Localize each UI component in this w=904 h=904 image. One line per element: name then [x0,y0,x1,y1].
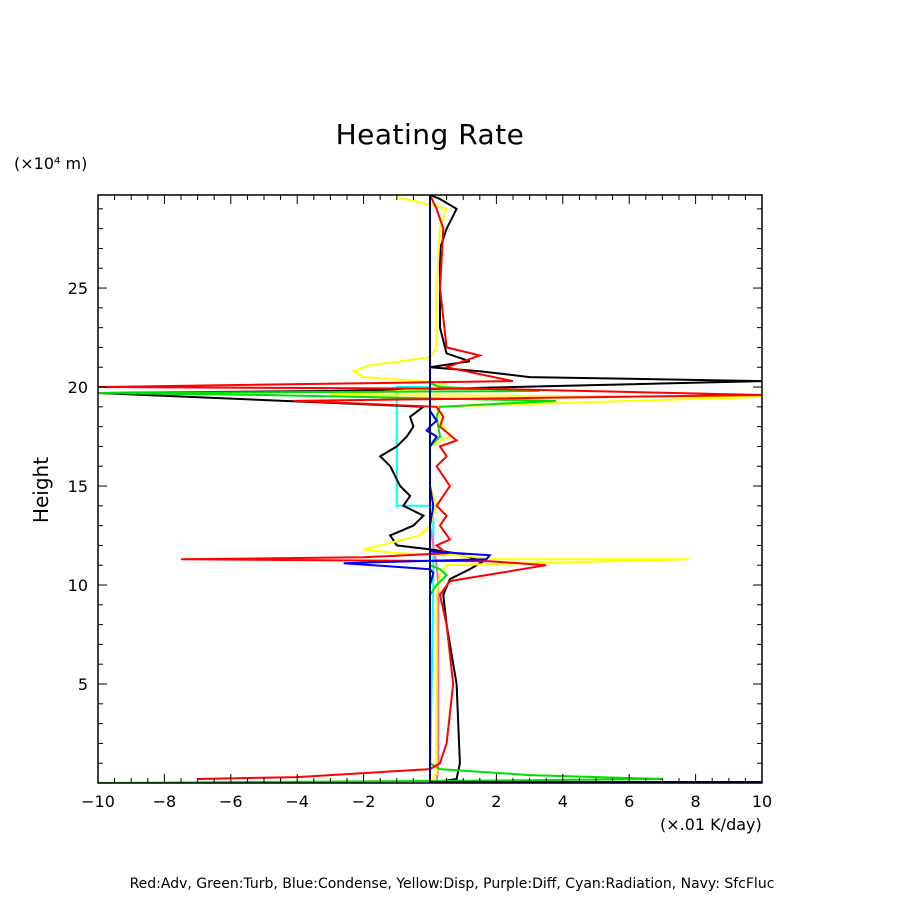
y-axis-unit: (×10⁴ m) [14,154,88,173]
x-tick-label: 6 [624,792,634,811]
y-tick-label: 15 [68,477,88,496]
y-tick-label: 10 [68,576,88,595]
x-tick-label: −4 [285,792,309,811]
x-tick-label: −8 [153,792,177,811]
x-tick-label: −6 [219,792,243,811]
x-tick-label: −10 [81,792,115,811]
series-line-3 [330,196,762,783]
x-tick-label: −2 [352,792,376,811]
x-tick-label: 2 [491,792,501,811]
legend-caption: Red:Adv, Green:Turb, Blue:Condense, Yell… [129,876,775,892]
x-tick-label: 4 [558,792,568,811]
chart-title: Heating Rate [335,118,525,151]
x-axis-unit: (×.01 K/day) [660,815,762,834]
x-tick-label: 0 [425,792,435,811]
x-tick-label: 8 [691,792,701,811]
series-line-4 [98,195,663,783]
y-tick-label: 20 [68,378,88,397]
series-line-6 [343,195,492,783]
x-tick-label: 10 [752,792,772,811]
series-line-7 [429,195,762,783]
y-tick-label: 5 [78,675,88,694]
series-line-5 [98,195,762,780]
y-tick-label: 25 [68,279,88,298]
tick-label-layer: −10 −8 −6 −4 −2 0 2 4 6 8 10 5 10 15 20 25 [68,279,773,811]
series-line-2 [98,195,762,783]
axes-layer [97,194,763,784]
series-layer [98,195,762,783]
